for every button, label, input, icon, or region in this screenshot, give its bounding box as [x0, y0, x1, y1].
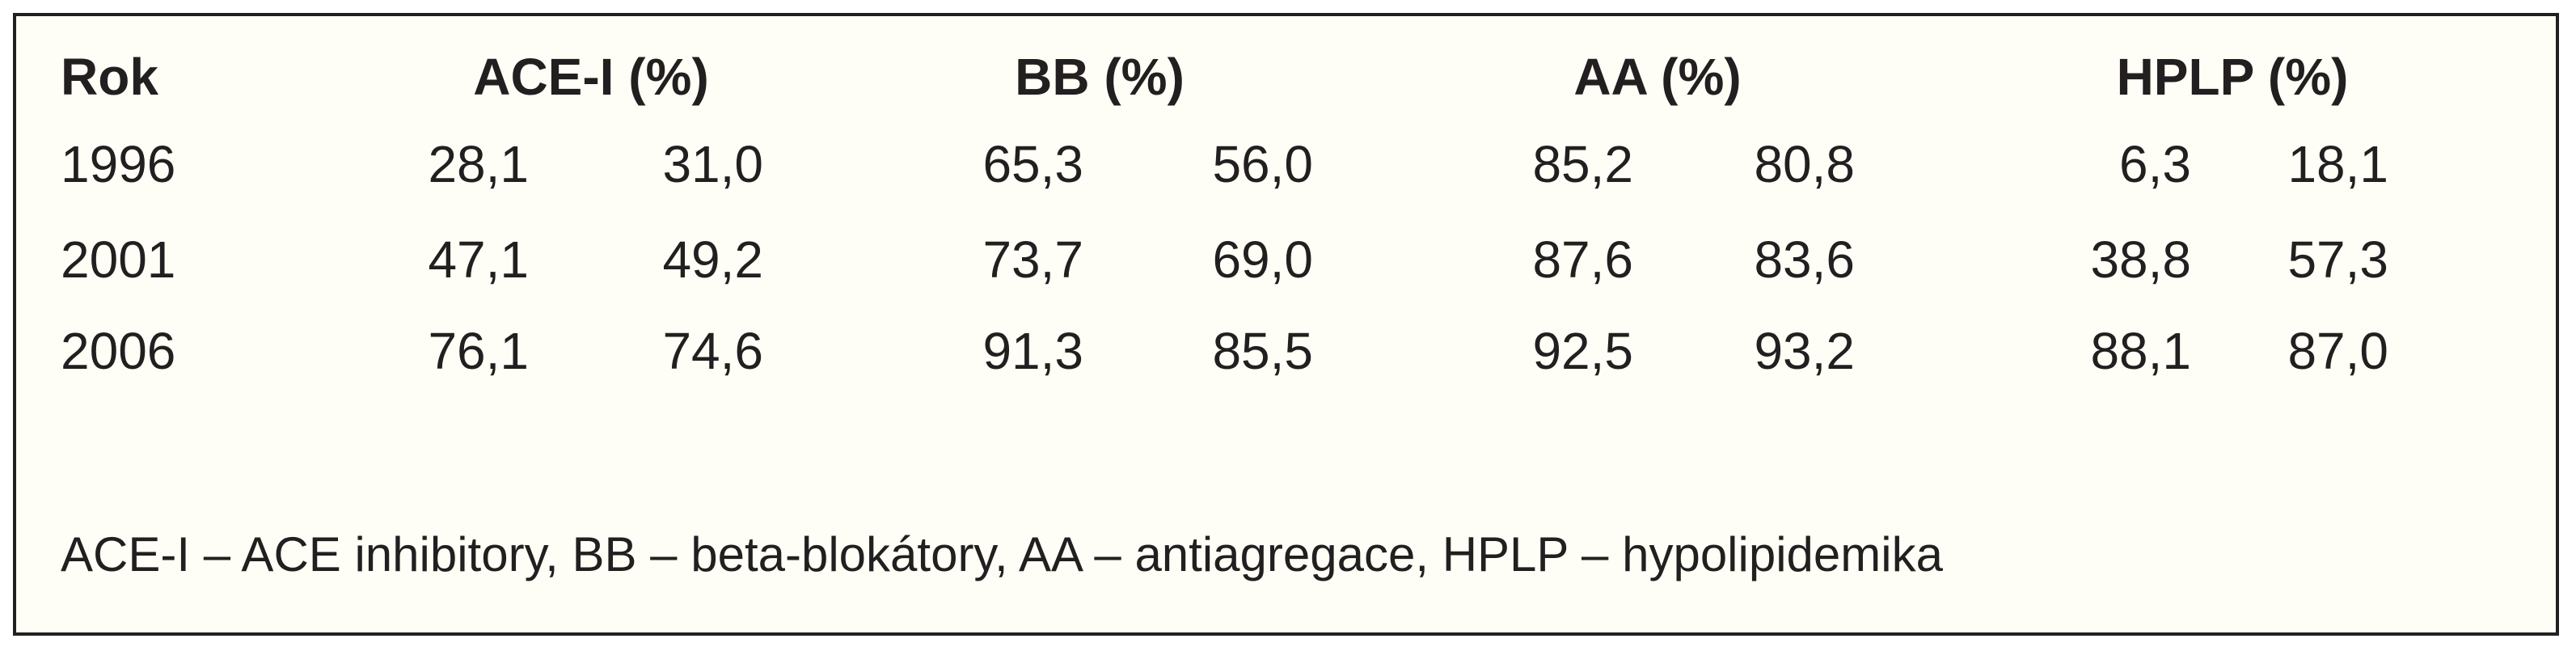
header-cell: Rok	[61, 48, 158, 106]
value-cell: 38,8	[2090, 230, 2191, 289]
footnote: ACE-I – ACE inhibitory, BB – beta-blokát…	[61, 527, 1943, 581]
value-cell: 74,6	[662, 322, 763, 380]
value-cell: 85,2	[1532, 135, 1633, 193]
value-cell: 47,1	[428, 230, 529, 289]
value-cell: 69,0	[1212, 230, 1313, 289]
header-cell: AA (%)	[1573, 48, 1742, 106]
value-cell: 88,1	[2090, 322, 2191, 380]
year-cell: 1996	[61, 135, 176, 193]
value-cell: 87,0	[2287, 322, 2388, 380]
value-cell: 80,8	[1754, 135, 1855, 193]
header-cell: ACE-I (%)	[473, 48, 709, 106]
value-cell: 93,2	[1754, 322, 1855, 380]
value-cell: 57,3	[2287, 230, 2388, 289]
value-cell: 73,7	[982, 230, 1083, 289]
value-cell: 92,5	[1532, 322, 1633, 380]
value-cell: 56,0	[1212, 135, 1313, 193]
value-cell: 83,6	[1754, 230, 1855, 289]
table-frame: ACE-I – ACE inhibitory, BB – beta-blokát…	[13, 13, 2559, 636]
value-cell: 49,2	[662, 230, 763, 289]
value-cell: 31,0	[662, 135, 763, 193]
header-cell: BB (%)	[1015, 48, 1185, 106]
year-cell: 2006	[61, 322, 176, 380]
value-cell: 6,3	[2119, 135, 2191, 193]
value-cell: 87,6	[1532, 230, 1633, 289]
value-cell: 91,3	[982, 322, 1083, 380]
header-cell: HPLP (%)	[2116, 48, 2349, 106]
value-cell: 65,3	[982, 135, 1083, 193]
year-cell: 2001	[61, 230, 176, 289]
value-cell: 85,5	[1212, 322, 1313, 380]
value-cell: 18,1	[2287, 135, 2388, 193]
value-cell: 76,1	[428, 322, 529, 380]
value-cell: 28,1	[428, 135, 529, 193]
